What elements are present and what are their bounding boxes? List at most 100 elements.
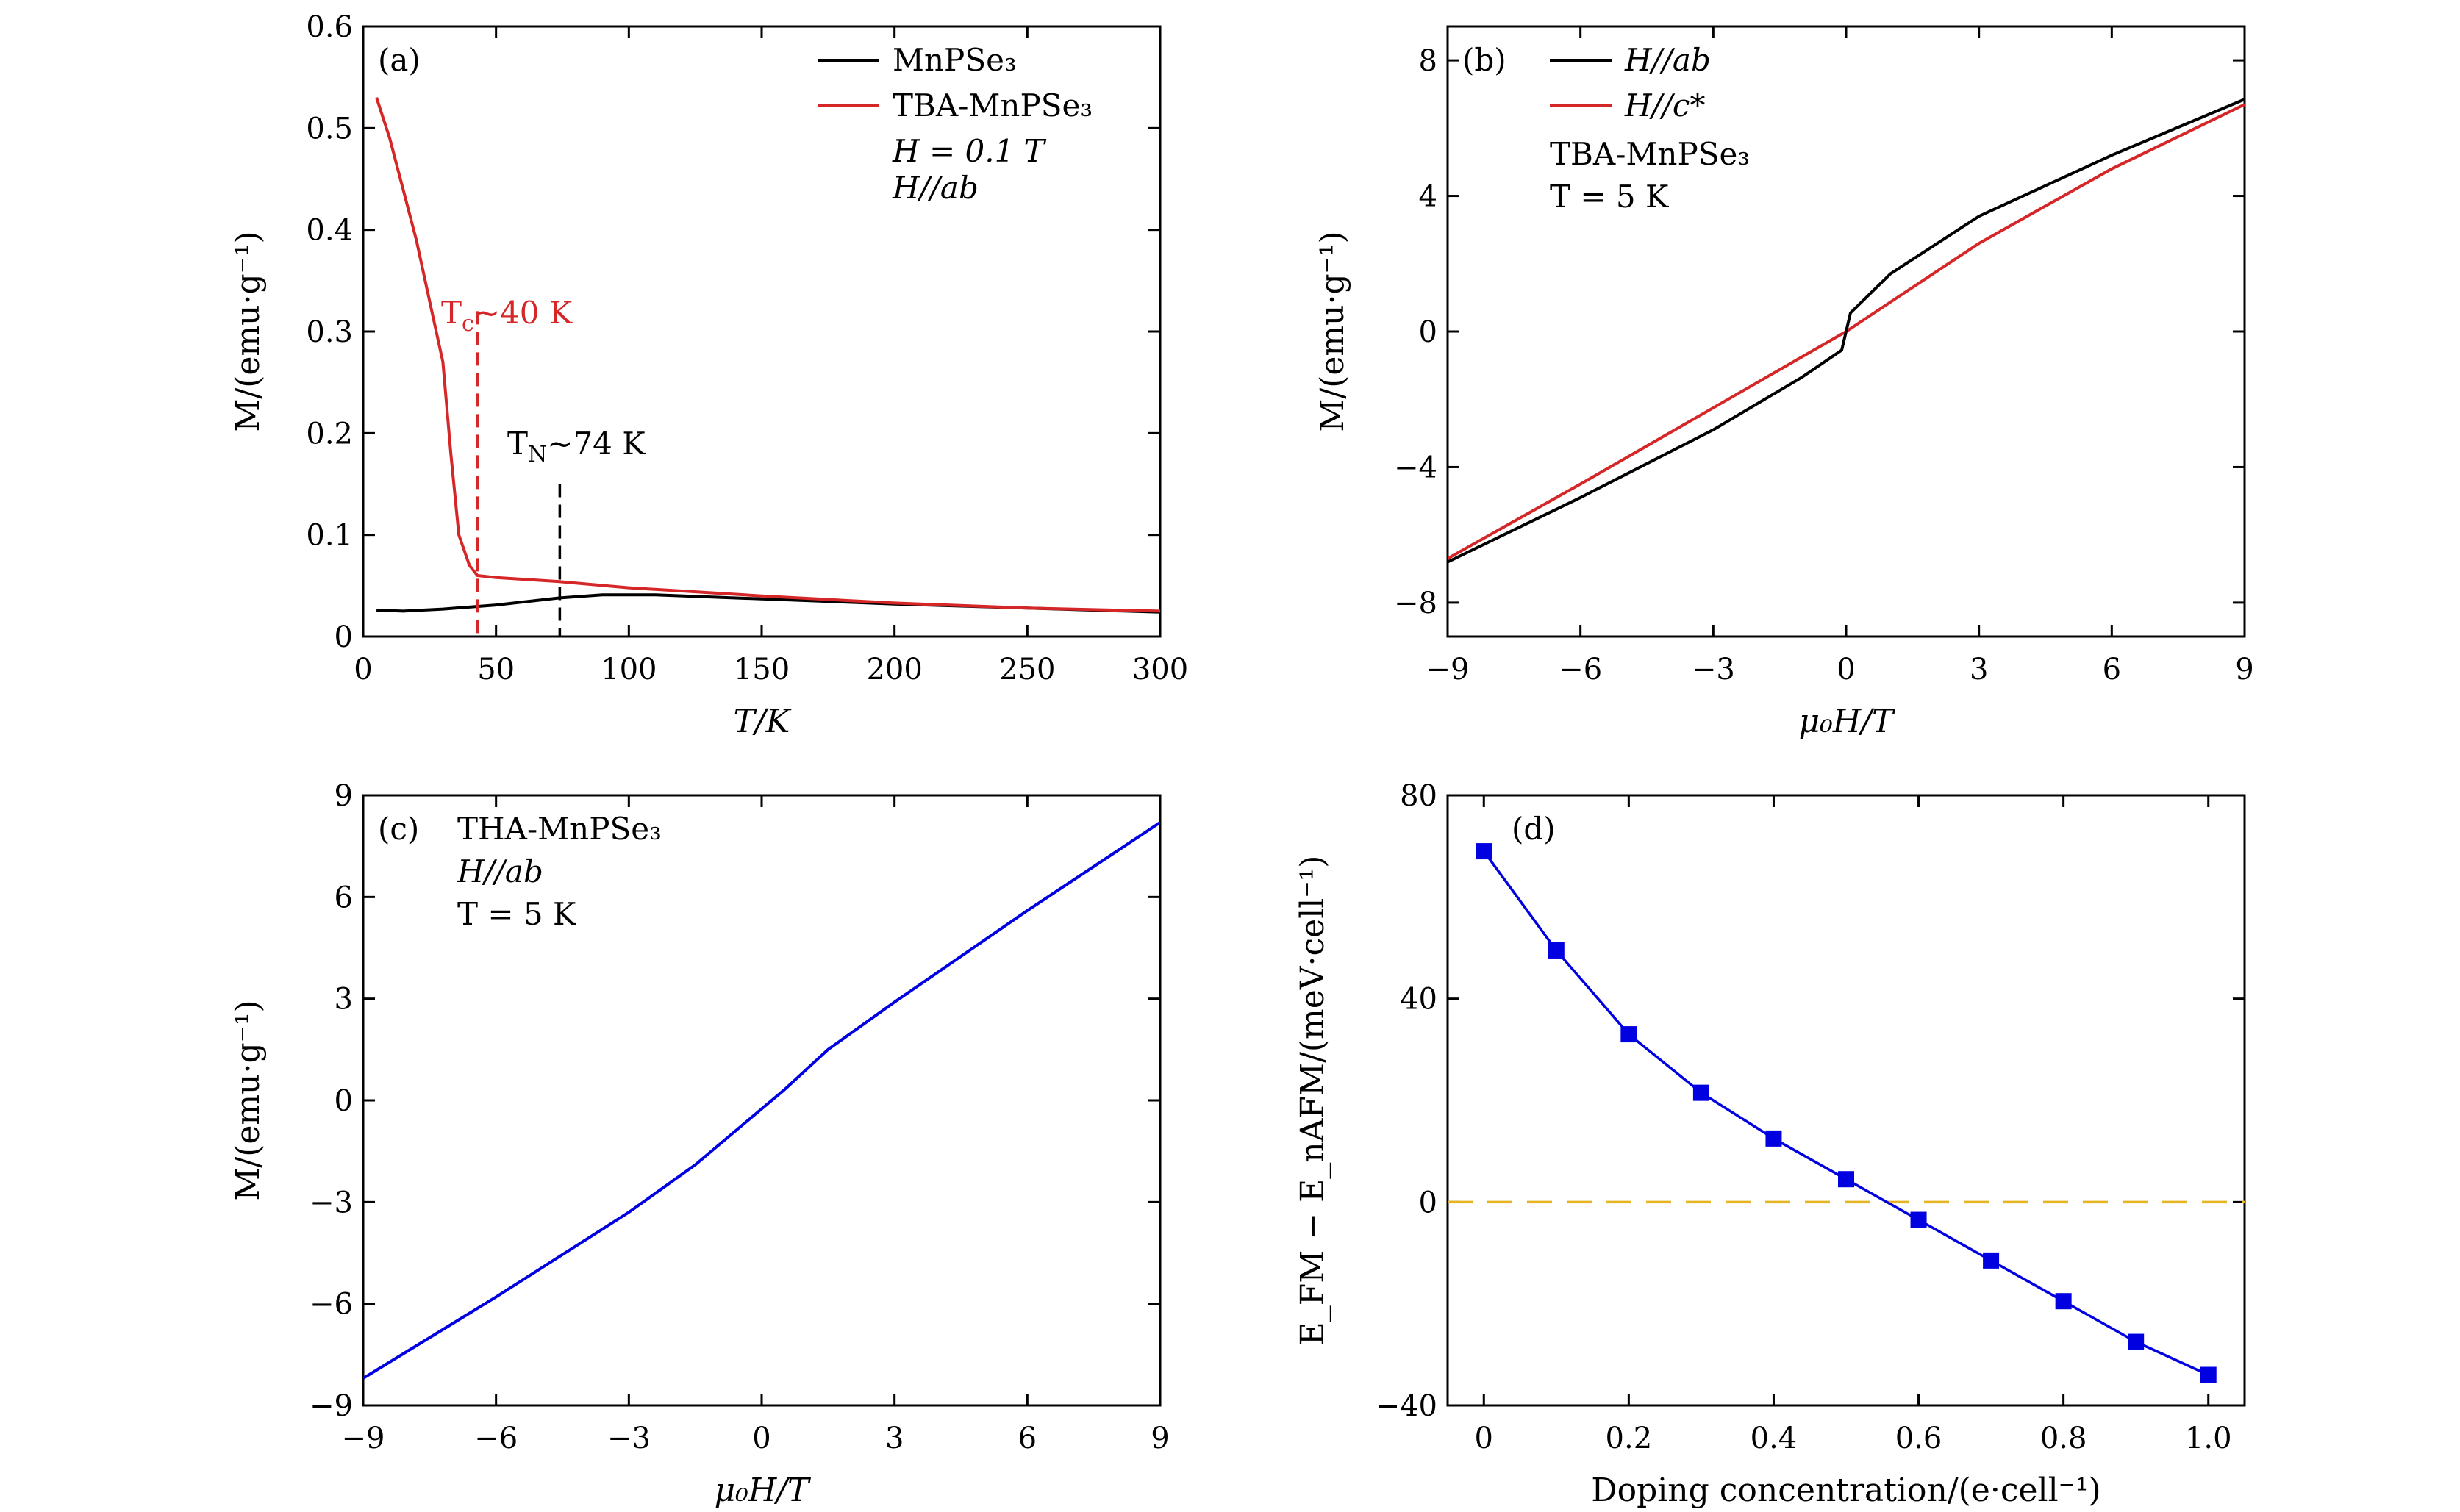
legend-label-tba-mnpse3: TBA-MnPSe₃ [893, 87, 1093, 123]
x-tick-label: 6 [1018, 1422, 1037, 1455]
tc-annotation: Tc~40 K [441, 295, 573, 337]
series-points-energy-difference [1476, 843, 2217, 1383]
x-tick-label: −3 [1692, 653, 1735, 687]
y-tick-label: −3 [310, 1186, 353, 1219]
panel-d-ylabel: E_FM − E_nAFM/(meV·cell⁻¹) [1294, 856, 1331, 1346]
legend-label-h-ab: H//ab [1624, 42, 1711, 78]
y-tick-label: 0.2 [306, 417, 353, 451]
sample-label-b: TBA-MnPSe₃ [1550, 136, 1750, 172]
y-tick-label: 9 [335, 779, 353, 813]
x-tick-label: 0.4 [1751, 1422, 1798, 1455]
x-tick-label: 3 [885, 1422, 904, 1455]
panel-c-label: (c) [378, 811, 419, 847]
temperature-label-b: T = 5 K [1550, 179, 1670, 215]
direction-label-c: H//ab [457, 853, 543, 889]
panel-b-ticks: −9 −6 −3 0 3 6 9 −8 −4 0 4 8 [1394, 26, 2254, 687]
y-tick-label: 0.6 [306, 10, 353, 44]
panel-d: 0 0.2 0.4 0.6 0.8 1.0 −40 0 40 80 (d) Doping conc… [1294, 779, 2246, 1509]
data-point [1620, 1026, 1637, 1043]
x-tick-label: 9 [2235, 653, 2253, 687]
y-tick-label: 0 [1419, 1186, 1437, 1219]
y-tick-label: 40 [1400, 983, 1437, 1017]
x-tick-label: 150 [734, 653, 790, 687]
x-tick-label: 300 [1132, 653, 1188, 687]
y-tick-label: 80 [1400, 779, 1437, 813]
x-tick-label: 0 [752, 1422, 770, 1455]
data-point [1838, 1171, 1854, 1188]
x-tick-label: 9 [1151, 1422, 1169, 1455]
x-tick-label: 200 [866, 653, 922, 687]
data-point [1765, 1130, 1782, 1147]
data-point [2200, 1366, 2217, 1383]
sample-label-c: THA-MnPSe₃ [457, 811, 662, 847]
x-tick-label: 50 [477, 653, 515, 687]
legend-label-h-c-star: H//c* [1624, 87, 1705, 123]
y-tick-label: −40 [1376, 1389, 1437, 1423]
condition-direction: H//ab [892, 170, 979, 206]
data-point [2128, 1333, 2145, 1350]
y-tick-label: 0.4 [306, 214, 353, 248]
x-tick-label: 0.8 [2040, 1422, 2087, 1455]
data-point [1548, 942, 1565, 959]
panel-a-ylabel: M/(emu·g⁻¹) [229, 231, 267, 431]
y-tick-label: 0 [335, 620, 353, 654]
y-tick-label: 4 [1419, 180, 1437, 214]
x-tick-label: 250 [999, 653, 1055, 687]
panel-d-frame [1446, 794, 2246, 1407]
y-tick-label: 0.5 [306, 112, 353, 146]
x-tick-label: 0 [1837, 653, 1855, 687]
series-line-tba-mnpse3 [375, 97, 1160, 613]
y-tick-label: −4 [1394, 451, 1437, 484]
y-tick-label: 0 [335, 1084, 353, 1118]
panel-a-ticks: 0 50 100 150 200 250 300 0 0.1 0.2 0.3 0.4 0.5 0.6 [306, 10, 1188, 687]
panel-c: −9 −6 −3 0 3 6 9 −9 −6 −3 0 3 6 9 (c) THA-MnPSe₃ H//a… [229, 779, 1170, 1509]
tn-annotation: TN~74 K [507, 426, 646, 467]
y-tick-label: 0 [1419, 315, 1437, 349]
panel-b-ylabel: M/(emu·g⁻¹) [1314, 231, 1351, 431]
data-point [1983, 1252, 2000, 1269]
panel-d-ticks: 0 0.2 0.4 0.6 0.8 1.0 −40 0 40 80 [1376, 779, 2245, 1455]
x-tick-label: 100 [601, 653, 657, 687]
panel-b: −9 −6 −3 0 3 6 9 −8 −4 0 4 8 (b) H//ab H//c* TBA-Mn… [1314, 25, 2254, 740]
x-tick-label: −9 [1426, 653, 1470, 687]
condition-field: H = 0.1 T [892, 133, 1047, 169]
series-line-energy-difference [1482, 850, 2209, 1377]
legend-label-mnpse3: MnPSe₃ [893, 42, 1017, 78]
y-tick-label: −6 [310, 1288, 353, 1322]
x-tick-label: −6 [1559, 653, 1602, 687]
x-tick-label: 6 [2103, 653, 2121, 687]
x-tick-label: −3 [607, 1422, 651, 1455]
y-tick-label: 0.3 [306, 315, 353, 349]
y-tick-label: −8 [1394, 587, 1437, 620]
panel-c-ticks: −9 −6 −3 0 3 6 9 −9 −6 −3 0 3 6 9 [310, 779, 1170, 1455]
x-tick-label: −9 [342, 1422, 385, 1455]
x-tick-label: 0 [354, 653, 372, 687]
data-point [2055, 1293, 2072, 1310]
panel-c-ylabel: M/(emu·g⁻¹) [229, 1000, 267, 1200]
x-tick-label: −6 [474, 1422, 518, 1455]
temperature-label-c: T = 5 K [457, 896, 577, 932]
series-line-tha-mnpse3 [363, 821, 1160, 1380]
panel-a-xlabel: T/K [733, 703, 791, 740]
panel-a: 0 50 100 150 200 250 300 0 0.1 0.2 0.3 0.4 0.5 0.6 (a… [229, 10, 1188, 740]
x-tick-label: 0.6 [1895, 1422, 1942, 1455]
panel-d-label: (d) [1512, 811, 1556, 847]
y-tick-label: 8 [1419, 44, 1437, 78]
x-tick-label: 0.2 [1606, 1422, 1653, 1455]
series-line-h-ab [1448, 98, 2245, 564]
data-point [1692, 1084, 1709, 1101]
x-tick-label: 0 [1475, 1422, 1493, 1455]
y-tick-label: 3 [335, 983, 353, 1017]
y-tick-label: 6 [335, 881, 353, 914]
x-tick-label: 1.0 [2185, 1422, 2232, 1455]
panel-b-label: (b) [1462, 42, 1506, 78]
panel-d-xlabel: Doping concentration/(e·cell⁻¹) [1591, 1472, 2100, 1509]
data-point [1476, 843, 1492, 860]
y-tick-label: 0.1 [306, 519, 353, 553]
data-point [1910, 1211, 1927, 1228]
y-tick-label: −9 [310, 1389, 353, 1423]
panel-b-xlabel: μ₀H/T [1799, 703, 1896, 740]
panel-c-xlabel: μ₀H/T [715, 1472, 812, 1509]
x-tick-label: 3 [1970, 653, 1988, 687]
